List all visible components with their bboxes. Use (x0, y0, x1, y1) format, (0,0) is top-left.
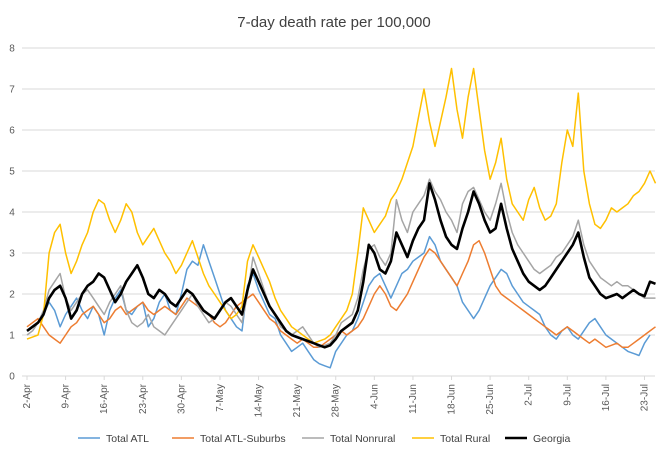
y-tick-label: 3 (9, 249, 15, 260)
x-tick-label: 18-Jun (447, 384, 458, 415)
x-tick-label: 23-Jul (639, 384, 650, 411)
y-tick-label: 5 (9, 167, 15, 178)
x-tick-label: 28-May (331, 384, 342, 417)
legend-label: Total Rural (440, 433, 490, 445)
x-tick-label: 23-Apr (138, 383, 149, 414)
series-line-total-rural (26, 67, 657, 344)
x-tick-label: 16-Apr (99, 383, 110, 414)
x-tick-label: 30-Apr (176, 383, 187, 414)
y-tick-label: 7 (9, 85, 15, 96)
y-axis: 0 1 2 3 4 5 6 7 8 (9, 44, 15, 383)
legend-label: Georgia (533, 433, 571, 445)
y-tick-label: 2 (9, 290, 15, 301)
x-tick-label: 25-Jun (485, 384, 496, 415)
x-tick-label: 4-Jun (369, 384, 380, 409)
x-tick-label: 21-May (292, 384, 303, 417)
x-tick-label: 7-May (215, 384, 226, 412)
series-line-total-nonrural (26, 178, 656, 349)
x-tick-label: 9-Jul (562, 384, 573, 406)
y-tick-label: 0 (9, 372, 15, 383)
y-tick-label: 6 (9, 126, 15, 137)
y-tick-label: 4 (9, 208, 15, 219)
series-line-georgia (26, 182, 656, 349)
legend-label: Total Nonrural (330, 433, 395, 445)
y-tick-label: 8 (9, 44, 15, 55)
x-axis: 2-Apr 9-Apr 16-Apr 23-Apr 30-Apr 7-May 14-May 2… (22, 376, 650, 417)
x-tick-label: 14-May (254, 384, 265, 417)
legend-label: Total ATL-Suburbs (200, 433, 286, 445)
series-lines (26, 67, 657, 369)
x-tick-label: 2-Apr (22, 383, 33, 408)
x-tick-label: 9-Apr (61, 383, 72, 408)
legend-label: Total ATL (106, 433, 149, 445)
x-tick-label: 2-Jul (524, 384, 535, 406)
legend: Total ATL Total ATL-Suburbs Total Nonrural… (78, 433, 571, 445)
y-tick-label: 1 (9, 331, 15, 342)
chart-title: 7-day death rate per 100,000 (237, 14, 430, 31)
grid (22, 47, 655, 377)
x-tick-label: 11-Jun (408, 384, 419, 414)
x-tick-label: 16-Jul (601, 384, 612, 411)
